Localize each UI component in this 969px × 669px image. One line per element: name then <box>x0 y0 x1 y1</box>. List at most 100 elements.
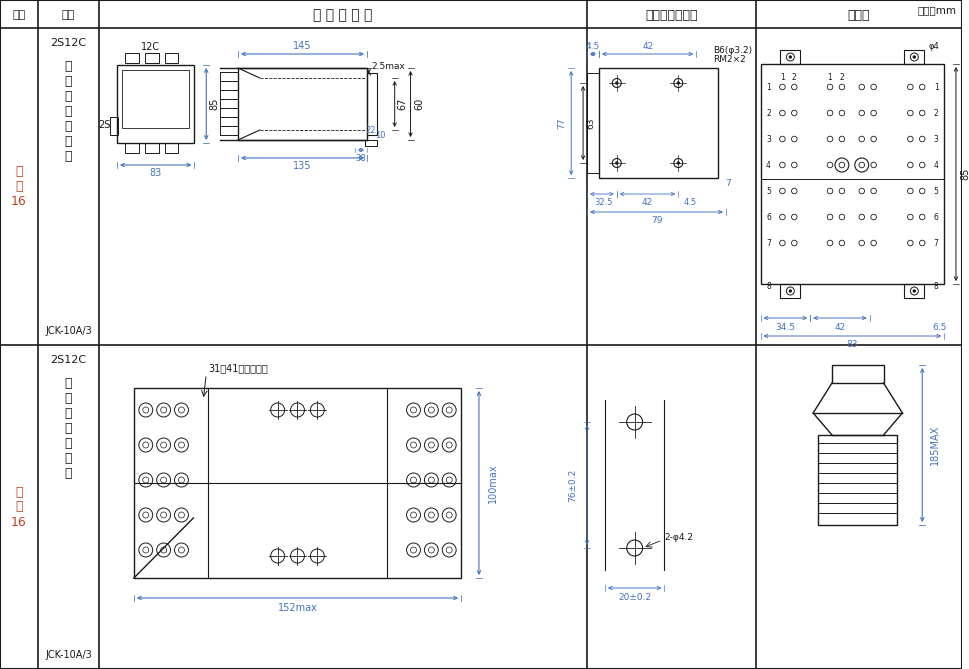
Text: 1: 1 <box>933 82 938 92</box>
Circle shape <box>615 162 617 164</box>
Bar <box>598 68 717 178</box>
Text: 145: 145 <box>293 41 311 51</box>
Text: 式: 式 <box>65 407 72 419</box>
Bar <box>125 53 139 63</box>
Text: 6.5: 6.5 <box>931 322 946 332</box>
Text: 接: 接 <box>65 134 72 147</box>
Text: 板: 板 <box>65 104 72 118</box>
Text: 图号: 图号 <box>13 10 25 20</box>
Text: φ4: φ4 <box>927 41 939 50</box>
Text: 出: 出 <box>65 391 72 405</box>
Circle shape <box>913 56 915 58</box>
Bar <box>586 73 598 173</box>
Text: 凸: 凸 <box>65 60 72 72</box>
Text: 线: 线 <box>65 466 72 480</box>
Text: 6: 6 <box>766 213 770 221</box>
Text: 1: 1 <box>827 72 831 82</box>
Text: 8: 8 <box>933 282 938 290</box>
Text: JCK-10A/3: JCK-10A/3 <box>45 326 92 336</box>
Text: 单位：mm: 单位：mm <box>917 5 956 15</box>
Text: 2S12C: 2S12C <box>50 355 86 365</box>
Text: 安装开孔尺寸图: 安装开孔尺寸图 <box>644 9 697 21</box>
Text: 185MAX: 185MAX <box>929 425 939 465</box>
Text: 1: 1 <box>779 72 784 82</box>
Text: 38: 38 <box>356 153 366 163</box>
Text: 7: 7 <box>933 239 938 248</box>
Bar <box>109 117 118 135</box>
Text: 结构: 结构 <box>62 10 75 20</box>
Text: 42: 42 <box>833 322 845 332</box>
Text: 63: 63 <box>586 117 595 128</box>
Text: 85: 85 <box>209 98 219 110</box>
Circle shape <box>789 56 791 58</box>
Text: 1: 1 <box>766 82 770 92</box>
Text: 31、41为电流端子: 31、41为电流端子 <box>208 363 267 373</box>
Text: 2S12C: 2S12C <box>50 38 86 48</box>
Text: 3: 3 <box>766 134 770 143</box>
Text: 4: 4 <box>933 161 938 169</box>
Text: 2-φ4.2: 2-φ4.2 <box>664 533 693 543</box>
Circle shape <box>676 82 678 84</box>
Text: 2.5max: 2.5max <box>371 62 405 70</box>
Bar <box>366 73 376 135</box>
Text: 4: 4 <box>766 161 770 169</box>
Text: 152max: 152max <box>277 603 317 613</box>
Bar <box>165 53 178 63</box>
Bar <box>831 365 883 383</box>
Bar <box>364 140 376 146</box>
Text: 100max: 100max <box>487 463 497 503</box>
Text: 凸: 凸 <box>65 377 72 389</box>
Bar <box>134 388 460 578</box>
Bar <box>122 70 189 128</box>
Text: 附
图
16: 附 图 16 <box>11 165 27 208</box>
Bar <box>780 284 799 298</box>
Bar <box>780 50 799 64</box>
Text: JCK-10A/3: JCK-10A/3 <box>45 650 92 660</box>
Text: 60: 60 <box>414 98 424 110</box>
Text: 7: 7 <box>724 179 730 187</box>
Text: 32.5: 32.5 <box>594 197 612 207</box>
Bar <box>165 143 178 153</box>
Text: 77: 77 <box>556 117 565 128</box>
Text: 2S: 2S <box>98 120 110 130</box>
Text: 85: 85 <box>960 168 969 180</box>
Text: 83: 83 <box>846 339 858 349</box>
Text: 20±0.2: 20±0.2 <box>617 593 650 601</box>
Circle shape <box>615 82 617 84</box>
Circle shape <box>676 162 678 164</box>
Circle shape <box>789 290 791 292</box>
Text: 4.5: 4.5 <box>585 41 600 50</box>
Text: 2: 2 <box>839 72 843 82</box>
Text: 2: 2 <box>766 108 770 118</box>
Text: 7: 7 <box>766 239 770 248</box>
Text: 2: 2 <box>791 72 796 82</box>
Text: 83: 83 <box>149 168 162 178</box>
Text: 式: 式 <box>65 90 72 102</box>
Text: 34.5: 34.5 <box>774 322 795 332</box>
Text: 出: 出 <box>65 74 72 88</box>
Text: 42: 42 <box>641 197 652 207</box>
Bar <box>817 435 896 525</box>
Text: 67: 67 <box>397 98 407 110</box>
Text: 4.5: 4.5 <box>683 197 696 207</box>
Bar <box>903 50 923 64</box>
Text: 5: 5 <box>766 187 770 195</box>
Text: 前: 前 <box>65 436 72 450</box>
Text: 外 形 尺 寸 图: 外 形 尺 寸 图 <box>313 8 372 22</box>
Text: 3: 3 <box>933 134 938 143</box>
Text: 42: 42 <box>642 41 653 50</box>
Bar <box>117 65 194 143</box>
Text: 2: 2 <box>933 108 938 118</box>
Bar <box>903 284 923 298</box>
Text: 5: 5 <box>933 187 938 195</box>
Text: B6(φ3.2): B6(φ3.2) <box>712 45 751 54</box>
Text: 76±0.2: 76±0.2 <box>568 468 578 502</box>
Text: 79: 79 <box>650 215 662 225</box>
Bar <box>144 143 159 153</box>
Text: 22: 22 <box>365 126 376 134</box>
Text: 后: 后 <box>65 120 72 132</box>
Bar <box>144 53 159 63</box>
Circle shape <box>913 290 915 292</box>
Text: 线: 线 <box>65 149 72 163</box>
Text: 135: 135 <box>293 161 311 171</box>
